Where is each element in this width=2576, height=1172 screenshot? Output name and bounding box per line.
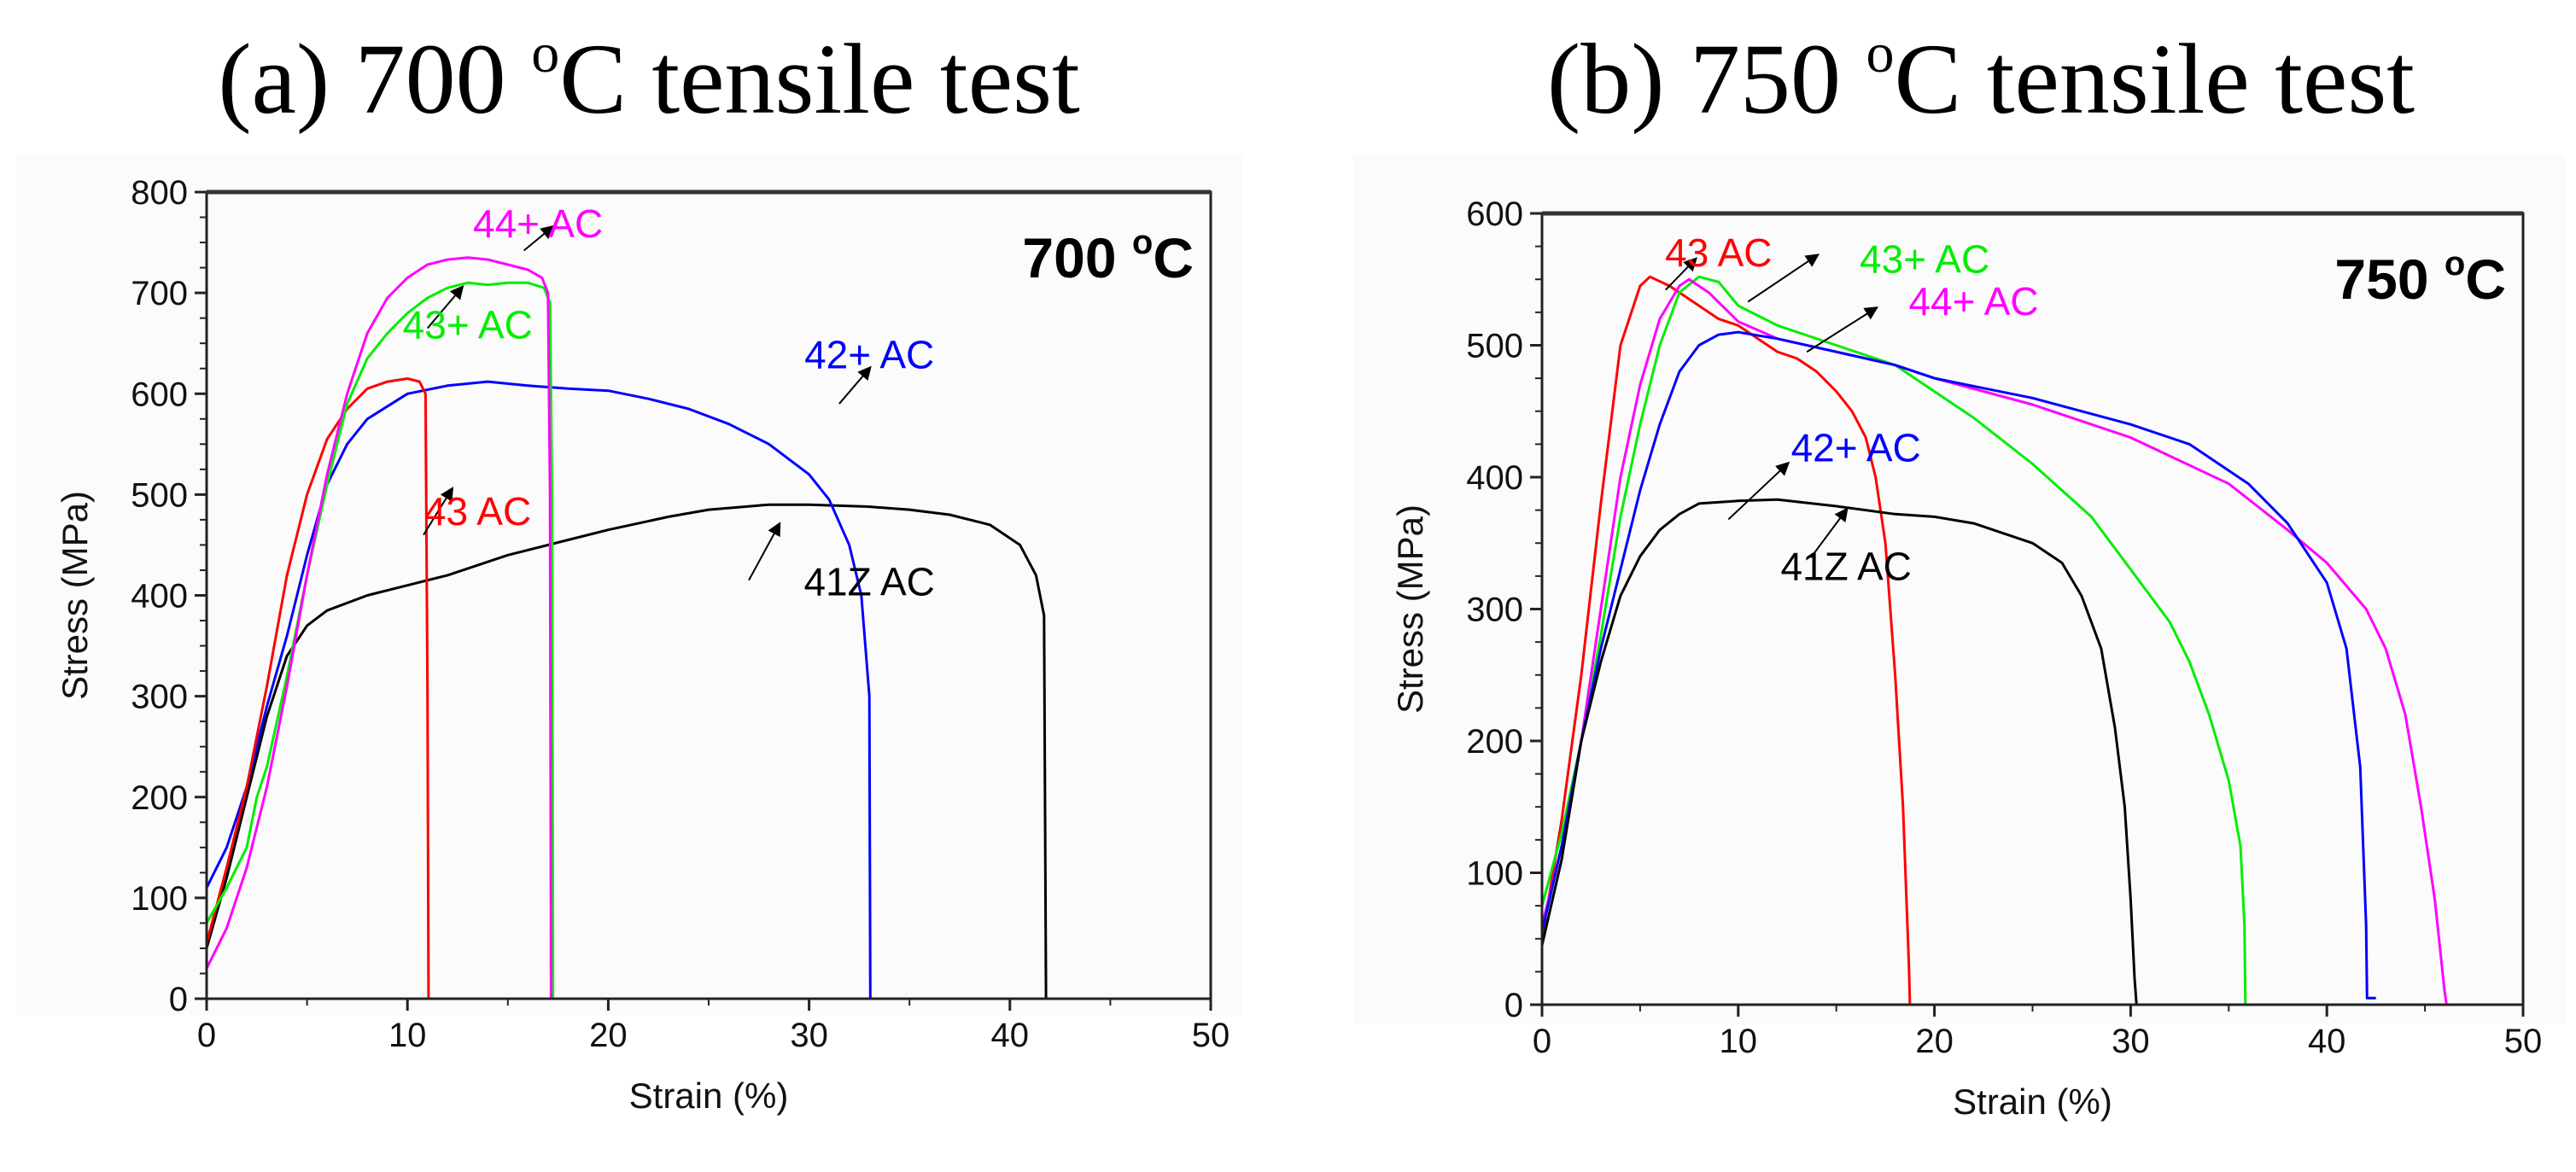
annotation-label: 43+ AC — [403, 302, 533, 347]
series-line-42-ac — [205, 380, 872, 1000]
annotation-label: 41Z AC — [1780, 545, 1911, 589]
y-tick-label: 600 — [1466, 195, 1523, 233]
annotation-label: 43 AC — [1665, 230, 1772, 275]
degree-superscript: o — [1132, 224, 1153, 261]
y-tick-label: 0 — [1504, 987, 1523, 1024]
annotation-label: 42+ AC — [1791, 425, 1921, 469]
annotation-arrow — [748, 522, 781, 581]
x-tick-label: 0 — [1533, 1023, 1551, 1060]
annotation-label: 43 AC — [424, 489, 531, 534]
y-axis-label: Stress (MPa) — [1390, 504, 1430, 714]
temperature-unit: C — [2465, 248, 2506, 311]
annotation-label: 42+ AC — [804, 333, 934, 377]
y-tick-label: 700 — [131, 275, 188, 312]
y-tick-label: 800 — [131, 174, 188, 212]
x-tick-label: 30 — [2112, 1023, 2150, 1060]
y-tick-label: 100 — [1466, 855, 1523, 893]
series-line-43-ac — [1540, 275, 2247, 1006]
y-tick-label: 200 — [1466, 723, 1523, 761]
panel-b-title: (b) 750 oC tensile test — [1547, 22, 2415, 135]
x-axis-label: Strain (%) — [1953, 1082, 2112, 1122]
x-tick-label: 50 — [1192, 1017, 1230, 1054]
y-tick-label: 600 — [131, 376, 188, 413]
annotation-arrow — [1727, 461, 1790, 521]
x-tick-label: 20 — [1915, 1023, 1954, 1060]
annotation-arrow — [1810, 507, 1849, 558]
series-line-44-ac — [205, 256, 552, 1000]
annotation-label: 44+ AC — [473, 201, 603, 246]
y-tick-label: 0 — [169, 981, 188, 1018]
series-line-41z-ac — [205, 503, 1048, 1000]
y-tick-label: 300 — [131, 679, 188, 716]
y-axis-label: Stress (MPa) — [55, 491, 95, 700]
series-line-41z-ac — [1540, 498, 2138, 1006]
y-tick-label: 400 — [131, 578, 188, 615]
x-tick-label: 30 — [790, 1017, 828, 1054]
annotation-arrow — [523, 224, 555, 252]
x-tick-label: 40 — [2308, 1023, 2346, 1060]
annotation-arrow — [838, 365, 872, 405]
temperature-label: 700 oC — [1022, 224, 1194, 289]
annotation-label: 43+ AC — [1860, 237, 1989, 282]
panel-a-700C: 0 100 200 300 400 500 600 700 800 0 10 20 30 40 50 Stra… — [17, 154, 1242, 1116]
x-axis-label: Strain (%) — [629, 1076, 789, 1116]
x-tick-label: 20 — [589, 1017, 628, 1054]
x-tick-label: 10 — [1720, 1023, 1758, 1060]
panel-a-title: (a) 700 oC tensile test — [218, 22, 1080, 135]
temperature-label: 750 oC — [2334, 245, 2506, 311]
x-tick-label: 10 — [388, 1017, 427, 1054]
y-tick-label: 500 — [131, 476, 188, 514]
temperature-value: 750 — [2334, 248, 2444, 311]
series-line-43-ac — [205, 281, 555, 1000]
annotation-arrow — [1665, 257, 1698, 291]
temperature-value: 700 — [1022, 226, 1131, 289]
y-tick-label: 500 — [1466, 328, 1523, 365]
degree-superscript: o — [2445, 245, 2465, 283]
annotation-label: 44+ AC — [1908, 279, 2038, 324]
x-tick-label: 0 — [197, 1017, 216, 1054]
x-tick-label: 50 — [2504, 1023, 2543, 1060]
annotation-arrow — [426, 285, 464, 329]
y-tick-label: 200 — [131, 779, 188, 817]
panel-b-750C: 0 100 200 300 400 500 600 0 10 20 30 40 50 Strain (%)… — [1353, 154, 2566, 1122]
series-line-43-ac — [1540, 275, 1912, 1006]
annotation-arrow — [1747, 254, 1820, 303]
x-tick-label: 40 — [991, 1017, 1030, 1054]
y-tick-label: 300 — [1466, 592, 1523, 629]
annotation-arrow — [423, 487, 454, 536]
y-tick-label: 400 — [1466, 459, 1523, 497]
annotation-label: 41Z AC — [803, 560, 934, 604]
y-tick-label: 100 — [131, 880, 188, 918]
temperature-unit: C — [1153, 226, 1194, 289]
annotation-arrow — [1806, 306, 1879, 353]
series-line-42-ac — [1540, 330, 2376, 1000]
